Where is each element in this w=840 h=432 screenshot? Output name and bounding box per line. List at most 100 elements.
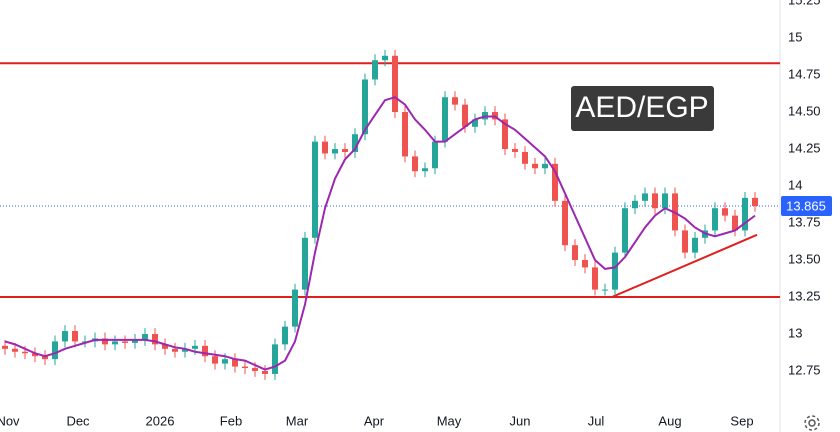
- y-tick-label: 14.50: [788, 103, 821, 118]
- candle-body: [592, 267, 598, 290]
- candle-body: [212, 356, 218, 364]
- trend-line: [611, 233, 758, 298]
- candle-body: [2, 345, 8, 349]
- x-tick-label: Dec: [66, 413, 90, 428]
- y-tick-label: 15: [788, 29, 802, 44]
- candle-body: [572, 245, 578, 261]
- candle-body: [112, 341, 118, 345]
- candle-body: [602, 289, 608, 291]
- candle-body: [662, 193, 668, 209]
- candle-body: [252, 368, 258, 372]
- candle-body: [502, 119, 508, 150]
- x-tick-label: May: [437, 413, 462, 428]
- y-tick-label: 13.75: [788, 214, 821, 229]
- candle-body: [172, 348, 178, 352]
- chart-title: AED/EGP: [575, 91, 708, 124]
- y-tick-label: 14.75: [788, 66, 821, 81]
- y-tick-label: 13.25: [788, 288, 821, 303]
- candle-body: [272, 344, 278, 374]
- candle-body: [372, 60, 378, 80]
- candle-body: [722, 208, 728, 216]
- y-tick-label: 12.75: [788, 362, 821, 377]
- title-box: [571, 86, 714, 131]
- candle-body: [562, 200, 568, 246]
- y-tick-label: 14.25: [788, 140, 821, 155]
- candle-body: [352, 134, 358, 152]
- candle-body: [202, 345, 208, 357]
- candle-body: [642, 193, 648, 201]
- candle-body: [32, 353, 38, 357]
- candle-body: [342, 149, 348, 152]
- candle-body: [402, 112, 408, 157]
- x-tick-label: Sep: [730, 413, 753, 428]
- x-tick-label: Aug: [658, 413, 681, 428]
- candle-body: [222, 359, 228, 364]
- x-tick-label: Apr: [364, 413, 385, 428]
- candle-body: [412, 156, 418, 172]
- candle-body: [22, 351, 28, 354]
- candle-body: [692, 237, 698, 253]
- candle-body: [282, 326, 288, 345]
- y-tick-label: 13: [788, 325, 802, 340]
- candle-body: [102, 338, 108, 345]
- candle-body: [442, 97, 448, 142]
- candle-body: [142, 334, 148, 340]
- candle-body: [382, 55, 388, 61]
- candle-body: [522, 151, 528, 164]
- candle-body: [72, 331, 78, 342]
- candle-body: [732, 215, 738, 231]
- last-price-box: [781, 195, 832, 216]
- candle-body: [712, 208, 718, 231]
- candle-body: [52, 341, 58, 360]
- candle-body: [42, 356, 48, 360]
- candle-body: [242, 366, 248, 369]
- candle-body: [12, 348, 18, 352]
- x-tick-label: Jun: [510, 413, 531, 428]
- candle-body: [742, 197, 748, 231]
- plot-area: [0, 0, 781, 432]
- candle-body: [552, 163, 558, 201]
- candle-body: [62, 331, 68, 342]
- candle-body: [632, 200, 638, 209]
- moving-average-line: [4, 96, 756, 371]
- candle-body: [512, 149, 518, 152]
- x-tick-label: Feb: [220, 413, 242, 428]
- candle-body: [472, 119, 478, 127]
- x-tick-label: Jul: [588, 413, 605, 428]
- candle-body: [152, 334, 158, 345]
- y-tick-label: 14: [788, 177, 802, 192]
- candle-body: [232, 359, 238, 367]
- candle-body: [682, 230, 688, 253]
- x-tick-label: Nov: [0, 413, 20, 428]
- candle-body: [292, 289, 298, 327]
- candle-body: [322, 141, 328, 154]
- candle-body: [122, 341, 128, 343]
- candle-body: [542, 163, 548, 169]
- candle-body: [302, 237, 308, 290]
- settings-icon[interactable]: [804, 415, 820, 431]
- candle-body: [162, 344, 168, 349]
- y-tick-label: 15.25: [788, 0, 821, 7]
- candle-body: [532, 163, 538, 169]
- candle-body: [652, 193, 658, 209]
- candle-body: [262, 371, 268, 374]
- candle-body: [582, 260, 588, 268]
- candle-body: [392, 55, 398, 113]
- candle-body: [462, 104, 468, 127]
- x-tick-label: 2026: [146, 413, 175, 428]
- candle-body: [622, 208, 628, 253]
- candle-body: [182, 348, 188, 352]
- candle-body: [132, 339, 138, 343]
- candle-body: [362, 79, 368, 135]
- candle-body: [452, 97, 458, 105]
- y-tick-label: 13.50: [788, 251, 821, 266]
- candle-body: [752, 197, 758, 206]
- last-price-label: 13.865: [786, 198, 826, 213]
- candle-body: [422, 168, 428, 172]
- candle-body: [432, 141, 438, 169]
- x-tick-label: Mar: [286, 413, 309, 428]
- candle-body: [192, 345, 198, 349]
- candle-body: [332, 149, 338, 154]
